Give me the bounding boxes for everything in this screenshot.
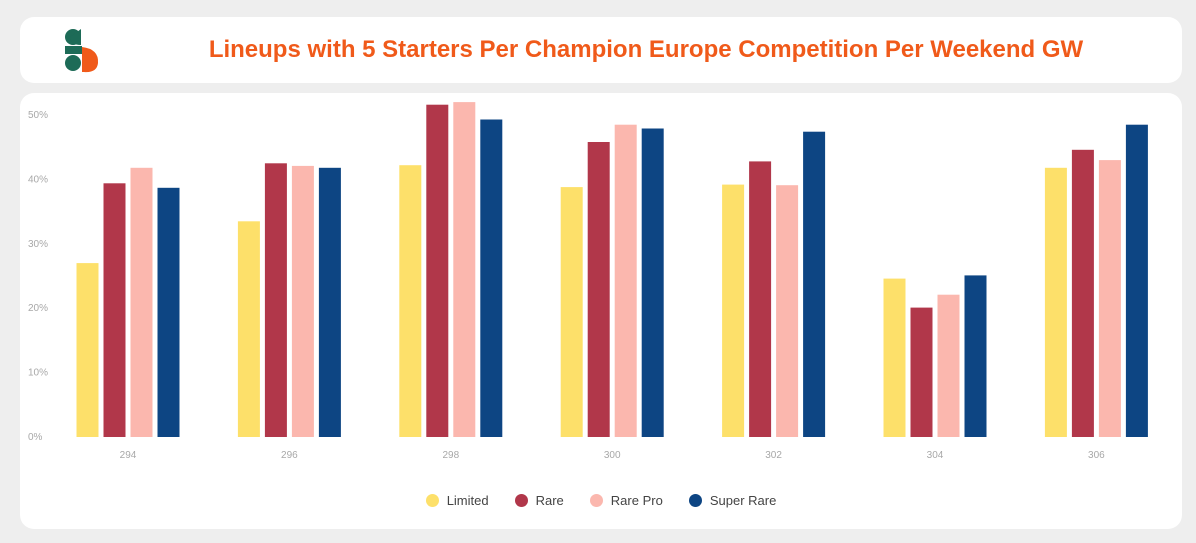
- x-tick-label: 306: [1088, 450, 1105, 461]
- bar[interactable]: [1071, 149, 1094, 438]
- bar[interactable]: [722, 184, 745, 437]
- bar[interactable]: [614, 124, 637, 437]
- bar[interactable]: [641, 128, 664, 438]
- bar[interactable]: [264, 163, 287, 438]
- logo-bottom-orange: [82, 47, 99, 73]
- legend-label: Limited: [446, 493, 489, 508]
- bar-chart: 0% 10% 20% 30% 40% 50% 294 296 298 300 302 304 306: [28, 102, 1148, 461]
- x-tick-label: 302: [765, 450, 782, 461]
- legend-item[interactable]: Limited: [425, 493, 489, 508]
- legend-label: Rare Pro: [610, 493, 663, 508]
- bar[interactable]: [937, 294, 960, 437]
- bar[interactable]: [103, 183, 126, 437]
- legend-item[interactable]: Super Rare: [688, 493, 777, 508]
- x-tick-label: 304: [927, 450, 944, 461]
- bar[interactable]: [910, 307, 933, 437]
- x-axis: 294 296 298 300 302 304 306: [120, 450, 1106, 461]
- bar[interactable]: [1044, 167, 1067, 438]
- header-card: Lineups with 5 Starters Per Champion Eur…: [20, 17, 1182, 83]
- legend-swatch: [688, 494, 702, 507]
- x-tick-label: 294: [120, 450, 137, 461]
- y-tick-label: 10%: [28, 368, 48, 379]
- logo-top-leaf: [70, 29, 81, 45]
- bar[interactable]: [426, 104, 449, 437]
- bar[interactable]: [130, 167, 153, 438]
- y-tick-label: 40%: [28, 174, 48, 185]
- legend-swatch: [589, 494, 603, 507]
- chart-title: Lineups with 5 Starters Per Champion Eur…: [208, 36, 1084, 63]
- y-axis: 0% 10% 20% 30% 40% 50%: [28, 110, 48, 443]
- y-tick-label: 20%: [28, 303, 48, 314]
- bar[interactable]: [399, 165, 422, 437]
- legend: Limited Rare Rare Pro Super Rare: [20, 493, 1182, 508]
- legend-swatch: [514, 494, 528, 507]
- legend-label: Rare: [535, 493, 564, 508]
- bars-group: [76, 102, 1148, 438]
- legend-item[interactable]: Rare Pro: [589, 493, 663, 508]
- bar[interactable]: [291, 165, 314, 437]
- bar[interactable]: [587, 142, 610, 437]
- bar[interactable]: [318, 167, 341, 438]
- bar[interactable]: [157, 187, 180, 437]
- x-tick-label: 300: [604, 450, 621, 461]
- logo-bottom-left: [65, 55, 81, 71]
- bar[interactable]: [1098, 160, 1121, 437]
- x-tick-label: 296: [281, 450, 298, 461]
- y-tick-label: 0%: [28, 432, 43, 443]
- bar[interactable]: [480, 119, 503, 438]
- y-tick-label: 50%: [28, 110, 48, 121]
- bar[interactable]: [749, 161, 772, 437]
- legend-item[interactable]: Rare: [514, 493, 564, 508]
- bar[interactable]: [803, 131, 826, 437]
- bar[interactable]: [1125, 124, 1148, 437]
- logo-mid-bar: [65, 46, 82, 54]
- bar[interactable]: [776, 185, 799, 437]
- bar[interactable]: [560, 187, 583, 437]
- legend-label: Super Rare: [709, 493, 777, 508]
- legend-swatch: [425, 494, 439, 507]
- x-tick-label: 298: [442, 450, 459, 461]
- bar[interactable]: [883, 278, 906, 437]
- bar[interactable]: [453, 102, 476, 437]
- bar[interactable]: [237, 221, 260, 437]
- y-tick-label: 30%: [28, 239, 48, 250]
- bar[interactable]: [76, 263, 99, 437]
- chart-card: 0% 10% 20% 30% 40% 50% 294 296 298 300 302 304 306 …: [20, 93, 1182, 529]
- sorare-data-logo: [65, 29, 99, 73]
- bar[interactable]: [964, 275, 987, 437]
